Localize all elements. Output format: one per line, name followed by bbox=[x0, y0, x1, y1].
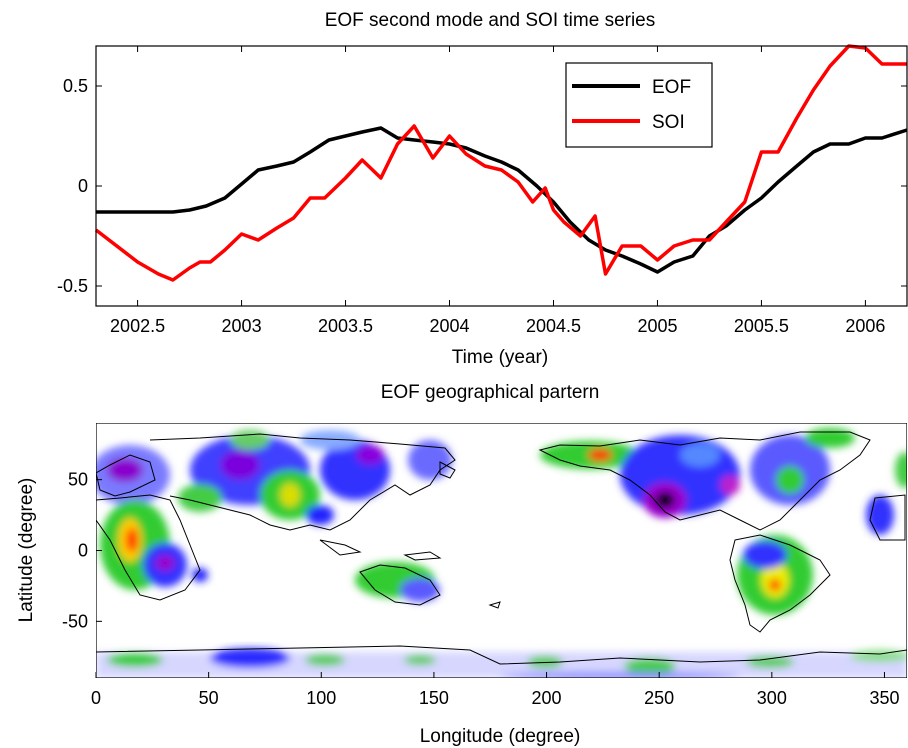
eurasia-africa-field bbox=[96, 430, 452, 602]
x-tick-label: 2006 bbox=[845, 316, 885, 336]
map-y-tick-label: -50 bbox=[62, 611, 88, 631]
legend-box bbox=[565, 62, 713, 148]
timeseries-legend: EOF SOI bbox=[565, 62, 713, 148]
legend-soi-label: SOI bbox=[652, 112, 685, 133]
map-plot bbox=[96, 423, 907, 678]
coastline bbox=[96, 431, 907, 665]
map-xlabel: Longitude (degree) bbox=[420, 726, 581, 747]
y-tick-label: 0 bbox=[78, 176, 88, 196]
x-tick-label: 2004 bbox=[429, 316, 469, 336]
x-tick-label: 2002.5 bbox=[110, 316, 165, 336]
y-tick-label: 0.5 bbox=[63, 76, 88, 96]
series-line-soi bbox=[94, 44, 907, 282]
map-ylabel: Latitude (degree) bbox=[16, 478, 37, 623]
map-x-tick-label: 200 bbox=[532, 688, 562, 708]
map-x-tick-label: 100 bbox=[306, 688, 336, 708]
x-tick-label: 2003 bbox=[222, 316, 262, 336]
timeseries-plot: 2002.5 2003 2003.5 2004 2004.5 2005 2005.5 2006… bbox=[57, 44, 908, 336]
legend-eof-label: EOF bbox=[652, 77, 691, 98]
map-x-tick-label: 150 bbox=[419, 688, 449, 708]
timeseries-xlabel: Time (year) bbox=[452, 347, 548, 368]
map-x-tick-label: 50 bbox=[199, 688, 219, 708]
map-y-tick-label: 0 bbox=[78, 541, 88, 561]
x-tick-label: 2005.5 bbox=[734, 316, 789, 336]
timeseries-title: EOF second mode and SOI time series bbox=[325, 10, 656, 31]
x-tick-label: 2005 bbox=[637, 316, 677, 336]
series-line-eof bbox=[96, 126, 908, 274]
map-x-tick-label: 300 bbox=[757, 688, 787, 708]
timeseries-frame bbox=[95, 45, 908, 307]
map-y-tick-label: 50 bbox=[68, 470, 88, 490]
map-title: EOF geographical partern bbox=[381, 382, 600, 403]
map-x-tick-label: 350 bbox=[869, 688, 899, 708]
map-x-tick-label: 250 bbox=[644, 688, 674, 708]
y-tick-label: -0.5 bbox=[57, 276, 88, 296]
x-tick-label: 2003.5 bbox=[318, 316, 373, 336]
x-tick-label: 2004.5 bbox=[526, 316, 581, 336]
map-x-tick-label: 0 bbox=[91, 688, 101, 708]
